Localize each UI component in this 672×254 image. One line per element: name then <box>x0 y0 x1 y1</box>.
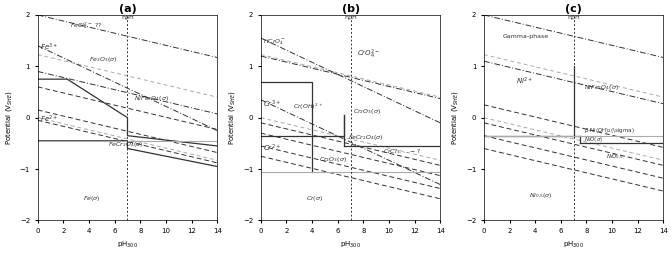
Text: Gamma-phase: Gamma-phase <box>503 34 549 39</box>
Text: $NiFe_2O_4(\sigma)$: $NiFe_2O_4(\sigma)$ <box>134 94 169 103</box>
Text: $Cr_2O_3(\sigma)$: $Cr_2O_3(\sigma)$ <box>353 107 381 116</box>
Text: npH: npH <box>344 15 357 20</box>
Text: $Fe_2O_3(\sigma)$: $Fe_2O_3(\sigma)$ <box>89 55 118 64</box>
Text: $Cr(\sigma)$: $Cr(\sigma)$ <box>306 194 323 203</box>
Y-axis label: Potential (V$_{SHE}$): Potential (V$_{SHE}$) <box>227 90 237 145</box>
Text: npH: npH <box>121 15 134 20</box>
Text: $NiO(\sigma)$: $NiO(\sigma)$ <box>584 135 603 144</box>
Text: $Ni_{0.5}(\sigma)$: $Ni_{0.5}(\sigma)$ <box>529 191 552 200</box>
Y-axis label: Potential (V$_{SHE}$): Potential (V$_{SHE}$) <box>450 90 460 145</box>
Title: (c): (c) <box>565 4 582 14</box>
Text: $Ni^{2+}$: $Ni^{2+}$ <box>516 75 534 87</box>
X-axis label: pH$_{300}$: pH$_{300}$ <box>117 240 138 250</box>
Text: $Fe(\sigma)$: $Fe(\sigma)$ <box>83 194 100 203</box>
Text: $CrO_4^{2-}$: $CrO_4^{2-}$ <box>357 47 380 60</box>
Text: $\beta$-Ni(OH)$_2$(\sigma): $\beta$-Ni(OH)$_2$(\sigma) <box>584 125 634 135</box>
Text: $Fe^{2+}$: $Fe^{2+}$ <box>40 114 58 125</box>
Text: $NiO_{0.5}$: $NiO_{0.5}$ <box>605 152 624 161</box>
Text: $HCrO_4^-$: $HCrO_4^-$ <box>263 37 286 47</box>
Text: $FeCl_4^{2-}$ ??: $FeCl_4^{2-}$ ?? <box>70 21 102 31</box>
Text: $Fe^{3+}$: $Fe^{3+}$ <box>40 42 58 53</box>
X-axis label: pH$_{300}$: pH$_{300}$ <box>563 240 584 250</box>
Title: (b): (b) <box>341 4 360 14</box>
Title: (a): (a) <box>119 4 136 14</box>
Y-axis label: Potential (V$_{SHE}$): Potential (V$_{SHE}$) <box>4 90 14 145</box>
Text: $FeCr_2O_4(\sigma)$: $FeCr_2O_4(\sigma)$ <box>348 133 384 142</box>
Text: $Cr^{3+}$: $Cr^{3+}$ <box>263 99 282 110</box>
Text: $Cr^{2+}$: $Cr^{2+}$ <box>263 142 282 154</box>
Text: npH: npH <box>567 15 580 20</box>
Text: $FeCr_2O_4(\sigma)$: $FeCr_2O_4(\sigma)$ <box>108 140 144 149</box>
Text: $Cr(OH)^{2+}$: $Cr(OH)^{2+}$ <box>293 101 323 112</box>
Text: $Cr_2O_3(\sigma)$: $Cr_2O_3(\sigma)$ <box>319 155 347 164</box>
X-axis label: pH$_{300}$: pH$_{300}$ <box>340 240 361 250</box>
Text: $NiFe_2O_4(\sigma)$: $NiFe_2O_4(\sigma)$ <box>584 83 619 92</box>
Text: $CrCl_3...-?$: $CrCl_3...-?$ <box>382 147 421 155</box>
